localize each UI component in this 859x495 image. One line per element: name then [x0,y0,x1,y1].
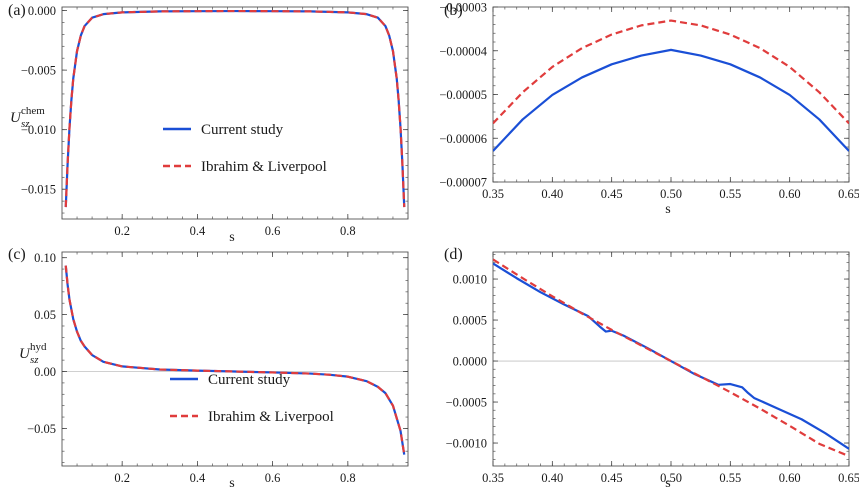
panel-label: (a) [8,2,26,19]
y-label-sup: chem [21,105,45,117]
y-tick-label: −0.010 [21,123,56,137]
series-ibrahim-liverpool [493,258,849,458]
x-axis-label: s [229,230,234,245]
y-label-sub: sz [30,354,39,366]
plot-frame [492,6,850,183]
plot-frame [492,251,850,467]
y-tick-label: 0.0005 [453,314,487,328]
y-tick-label: −0.0010 [446,437,487,451]
legend-label: Current study [208,372,291,388]
y-tick-label: 0.10 [34,251,56,265]
y-tick-label: 0.000 [28,4,56,18]
x-tick-label: 0.6 [265,471,281,485]
panel-label: (c) [8,246,26,263]
series-ibrahim-liverpool [493,19,849,125]
panel-0: 0.2 0.4 0.6 0.8 0.000 −0.005 −0.010 −0.015 (a) s U… [8,2,409,245]
y-tick-label: 0.0000 [453,355,487,369]
y-tick-label: −0.00007 [439,176,487,190]
y-label-sub: sz [21,118,30,130]
series-ibrahim-liverpool [64,9,406,208]
y-tick-label: −0.00003 [439,1,487,15]
y-label-main: U [10,110,22,126]
x-tick-label: 0.45 [601,471,623,485]
x-axis-label: s [665,476,670,491]
plot-frame [61,6,409,220]
x-tick-label: 0.6 [265,224,281,238]
x-tick-label: 0.8 [340,224,356,238]
series-ibrahim-liverpool [64,265,406,455]
y-tick-label: −0.05 [27,422,56,436]
x-tick-label: 0.45 [601,187,623,201]
x-tick-label: 0.60 [779,187,801,201]
y-tick-label: 0.05 [34,308,56,322]
series-current-study [64,9,406,208]
legend-label: Ibrahim & Liverpool [201,159,327,175]
x-tick-label: 0.4 [190,224,206,238]
series-current-study [64,265,406,455]
x-tick-label: 0.50 [660,187,682,201]
x-tick-label: 0.40 [541,187,563,201]
x-axis-label: s [665,202,670,217]
series-current-study [493,262,849,450]
y-tick-label: −0.00005 [439,88,487,102]
y-tick-label: −0.00006 [439,132,487,146]
x-tick-label: 0.55 [719,187,741,201]
x-tick-label: 0.2 [114,224,130,238]
panel-3: 0.35 0.40 0.45 0.50 0.55 0.60 0.65 0.0010 0.0005… [444,246,859,491]
x-tick-label: 0.65 [838,471,859,485]
x-tick-label: 0.35 [482,471,504,485]
x-tick-label: 0.8 [340,471,356,485]
plot-frame [61,251,409,467]
x-tick-label: 0.40 [541,471,563,485]
x-tick-label: 0.50 [660,471,682,485]
y-label-sup: hyd [30,341,47,353]
legend: Current study Ibrahim & Liverpool [163,122,327,175]
y-tick-label: 0.0010 [453,273,487,287]
x-tick-label: 0.4 [190,471,206,485]
x-tick-label: 0.2 [114,471,130,485]
panel-1: 0.35 0.40 0.45 0.50 0.55 0.60 0.65 −0.00003 −0.0… [439,1,859,218]
x-tick-label: 0.55 [719,471,741,485]
legend-label: Ibrahim & Liverpool [208,409,334,425]
legend-label: Current study [201,122,284,138]
y-tick-label: −0.00004 [439,44,487,58]
y-label-main: U [19,346,31,362]
x-tick-label: 0.65 [838,187,859,201]
x-axis-label: s [229,476,234,491]
panel-label: (d) [444,246,463,263]
series-current-study [493,48,849,152]
y-tick-label: −0.015 [21,183,56,197]
legend: Current study Ibrahim & Liverpool [170,372,334,425]
y-tick-label: 0.00 [34,365,56,379]
x-tick-label: 0.60 [779,471,801,485]
y-tick-label: −0.005 [21,64,56,78]
y-tick-label: −0.0005 [446,396,487,410]
panel-label: (b) [444,2,463,19]
x-tick-label: 0.35 [482,187,504,201]
